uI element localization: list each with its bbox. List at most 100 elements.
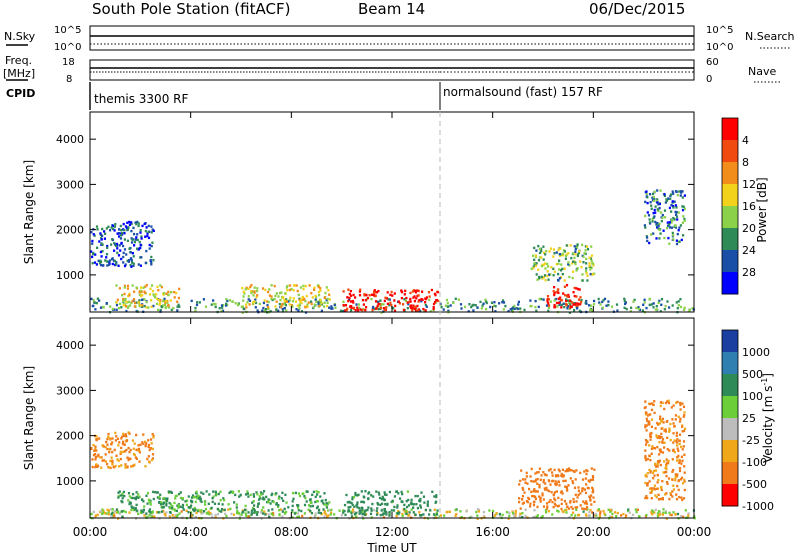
data-cell — [538, 486, 541, 489]
data-cell — [163, 299, 166, 302]
data-cell — [682, 234, 685, 237]
data-cell — [562, 302, 565, 305]
data-cell — [111, 461, 114, 465]
data-cell — [658, 459, 661, 462]
data-cell — [658, 222, 661, 225]
data-cell — [267, 290, 270, 294]
data-cell — [199, 497, 202, 500]
data-cell — [547, 273, 551, 276]
data-cell — [561, 468, 564, 471]
data-cell — [227, 503, 230, 506]
data-cell — [656, 198, 659, 201]
data-cell — [243, 292, 246, 295]
data-cell — [328, 306, 331, 309]
data-cell — [530, 490, 533, 494]
data-cell — [140, 256, 143, 259]
data-cell — [667, 197, 670, 200]
data-cell — [130, 257, 133, 260]
data-cell — [660, 419, 663, 422]
data-cell — [95, 449, 98, 452]
data-cell — [472, 303, 475, 307]
data-cell — [588, 304, 591, 307]
colorbar-frame — [721, 117, 739, 295]
data-cell — [132, 299, 135, 302]
data-cell — [546, 300, 549, 303]
data-cell — [549, 498, 552, 502]
data-cell — [525, 475, 528, 478]
data-cell — [135, 222, 138, 226]
data-cell — [561, 272, 564, 276]
data-cell — [130, 265, 133, 268]
data-cell — [552, 267, 555, 270]
data-cell — [646, 483, 649, 486]
data-cell — [522, 501, 525, 504]
data-cell — [160, 305, 163, 308]
data-cell — [445, 298, 449, 302]
data-cell — [571, 511, 575, 514]
data-cell — [379, 299, 382, 302]
data-cell — [330, 305, 333, 308]
y-tick-label: 1000 — [56, 269, 84, 282]
data-cell — [347, 288, 350, 291]
nsearch-tick-top: 10^5 — [706, 25, 733, 36]
data-cell — [385, 510, 388, 514]
data-cell — [661, 498, 664, 501]
data-cell — [672, 216, 675, 220]
data-cell — [129, 263, 132, 267]
data-cell — [564, 294, 567, 297]
data-cell — [624, 301, 627, 304]
data-cell — [277, 505, 280, 508]
data-cell — [543, 262, 547, 265]
data-cell — [123, 292, 126, 296]
data-cell — [593, 514, 596, 517]
data-cell — [137, 263, 140, 266]
data-cell — [232, 513, 236, 516]
data-cell — [656, 224, 659, 227]
data-cell — [137, 447, 140, 451]
data-cell — [419, 516, 422, 519]
data-cell — [277, 309, 280, 312]
data-cell — [468, 303, 471, 306]
data-cell — [401, 500, 404, 503]
data-cell — [669, 197, 672, 200]
data-cell — [169, 490, 172, 494]
data-cell — [135, 301, 138, 304]
data-cell — [560, 299, 563, 302]
data-cell — [432, 306, 435, 309]
data-cell — [658, 299, 661, 303]
data-cell — [644, 449, 647, 452]
data-cell — [120, 241, 123, 245]
data-cell — [683, 453, 686, 456]
data-cell — [656, 465, 659, 468]
data-cell — [554, 480, 557, 483]
data-cell — [358, 294, 362, 297]
data-cell — [158, 495, 161, 499]
data-cell — [678, 240, 681, 243]
data-cell — [557, 510, 560, 513]
data-cell — [350, 501, 353, 505]
data-cell — [123, 248, 127, 251]
data-cell — [146, 232, 149, 235]
data-cell — [255, 491, 258, 494]
data-cell — [416, 304, 419, 308]
data-cell — [637, 306, 640, 309]
data-cell — [257, 502, 260, 505]
data-cell — [130, 505, 133, 508]
data-cell — [533, 258, 536, 261]
data-cell — [253, 504, 256, 507]
data-cell — [592, 303, 596, 306]
data-cell — [131, 506, 134, 510]
data-cell — [281, 510, 284, 513]
data-cell — [318, 304, 321, 308]
data-cell — [150, 442, 153, 445]
data-cell — [92, 299, 95, 302]
data-cell — [135, 457, 138, 460]
data-cell — [124, 464, 127, 467]
data-cell — [247, 287, 250, 290]
data-cell — [528, 487, 531, 491]
data-cell — [366, 296, 370, 300]
data-cell — [221, 309, 225, 312]
data-cell — [420, 514, 423, 517]
data-cell — [656, 226, 659, 229]
data-cell — [129, 502, 132, 505]
